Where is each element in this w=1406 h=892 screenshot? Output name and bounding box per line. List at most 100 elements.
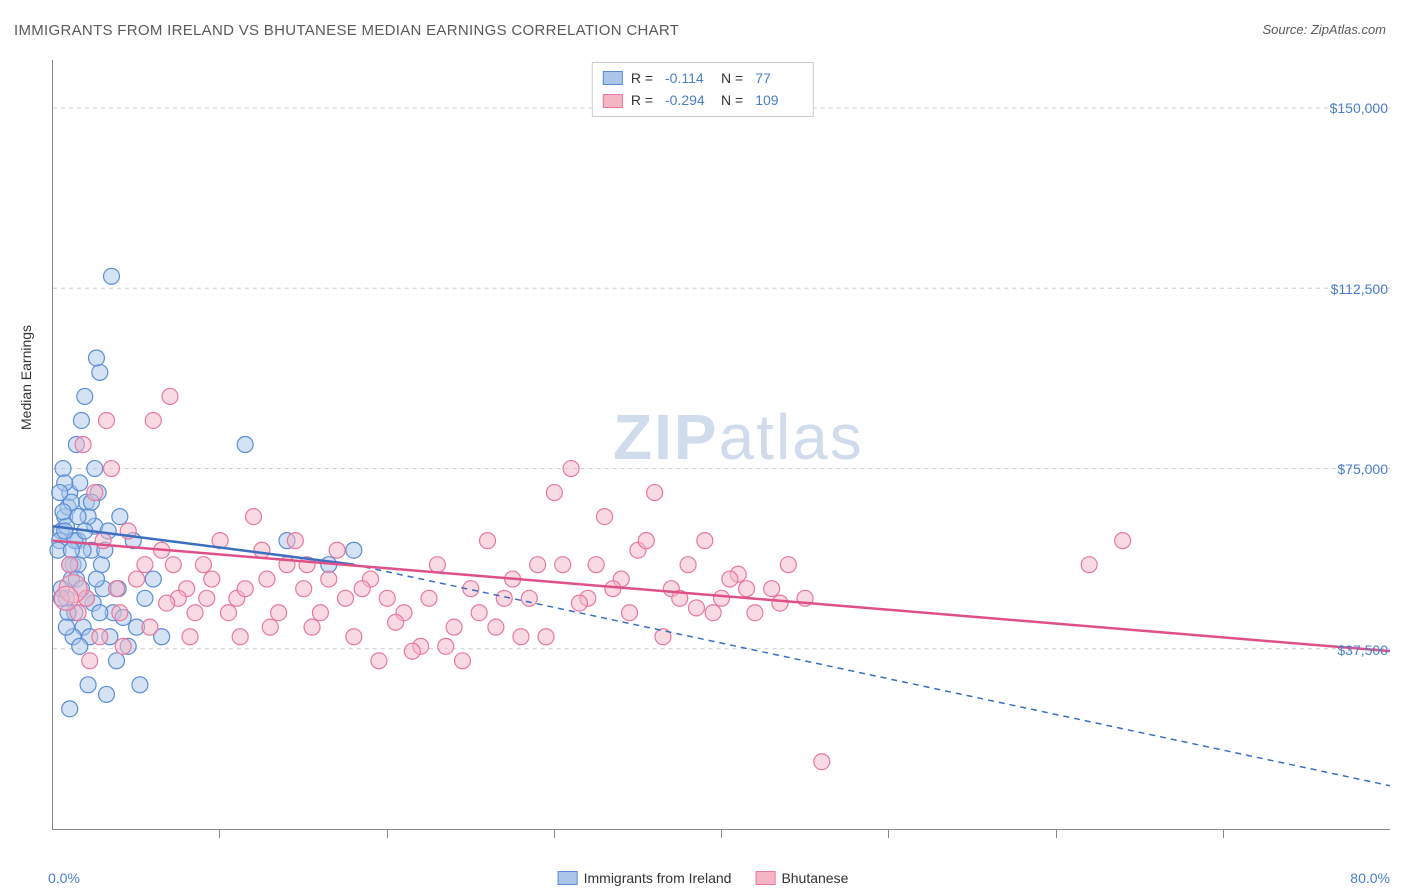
data-point xyxy=(77,388,93,404)
data-point xyxy=(563,461,579,477)
data-point xyxy=(329,542,345,558)
r-value-ireland: -0.114 xyxy=(665,67,713,89)
data-point xyxy=(92,364,108,380)
data-point xyxy=(187,605,203,621)
data-point xyxy=(697,533,713,549)
data-point xyxy=(304,619,320,635)
data-point xyxy=(337,590,353,606)
data-point xyxy=(112,605,128,621)
data-point xyxy=(80,677,96,693)
data-point xyxy=(204,571,220,587)
data-point xyxy=(296,581,312,597)
correlation-row-bhutanese: R = -0.294 N = 109 xyxy=(603,89,803,111)
data-point xyxy=(70,509,86,525)
legend-label-ireland: Immigrants from Ireland xyxy=(584,870,732,886)
data-point xyxy=(98,686,114,702)
series-legend: Immigrants from Ireland Bhutanese xyxy=(558,870,849,886)
data-point xyxy=(714,590,730,606)
data-point xyxy=(521,590,537,606)
r-label: R = xyxy=(631,89,653,111)
data-point xyxy=(764,581,780,597)
y-tick-label: $150,000 xyxy=(1330,100,1388,116)
data-point xyxy=(93,557,109,573)
data-point xyxy=(312,605,328,621)
data-point xyxy=(54,586,78,610)
data-point xyxy=(88,571,104,587)
chart-container: IMMIGRANTS FROM IRELAND VS BHUTANESE MED… xyxy=(0,0,1406,892)
correlation-row-ireland: R = -0.114 N = 77 xyxy=(603,67,803,89)
n-value-bhutanese: 109 xyxy=(755,89,803,111)
data-point xyxy=(55,461,71,477)
data-point xyxy=(137,590,153,606)
n-value-ireland: 77 xyxy=(755,67,803,89)
data-point xyxy=(480,533,496,549)
x-tick-mark xyxy=(387,830,388,838)
data-point xyxy=(220,605,236,621)
data-point xyxy=(55,504,71,520)
swatch-ireland xyxy=(603,71,623,85)
data-point xyxy=(82,653,98,669)
data-point xyxy=(259,571,275,587)
data-point xyxy=(597,509,613,525)
data-point xyxy=(388,614,404,630)
data-point xyxy=(162,388,178,404)
data-point xyxy=(647,485,663,501)
y-tick-label: $75,000 xyxy=(1337,461,1388,477)
data-point xyxy=(772,595,788,611)
y-tick-label: $112,500 xyxy=(1331,281,1388,297)
data-point xyxy=(739,581,755,597)
data-point xyxy=(159,595,175,611)
x-tick-mark xyxy=(1056,830,1057,838)
data-point xyxy=(87,461,103,477)
data-point xyxy=(1081,557,1097,573)
data-point xyxy=(262,619,278,635)
n-label: N = xyxy=(721,89,743,111)
correlation-legend: R = -0.114 N = 77 R = -0.294 N = 109 xyxy=(592,62,814,117)
data-point xyxy=(346,542,362,558)
data-point xyxy=(429,557,445,573)
data-point xyxy=(254,542,270,558)
legend-item-bhutanese: Bhutanese xyxy=(755,870,848,886)
data-point xyxy=(488,619,504,635)
y-tick-label: $37,500 xyxy=(1337,642,1388,658)
data-point xyxy=(354,581,370,597)
data-point xyxy=(145,412,161,428)
data-point xyxy=(404,643,420,659)
r-label: R = xyxy=(631,67,653,89)
data-point xyxy=(538,629,554,645)
data-point xyxy=(680,557,696,573)
data-point xyxy=(92,629,108,645)
data-point xyxy=(688,600,704,616)
legend-swatch-bhutanese xyxy=(755,871,775,885)
source-attribution: Source: ZipAtlas.com xyxy=(1262,22,1386,37)
data-point xyxy=(57,523,73,539)
trend-line xyxy=(53,541,1390,652)
data-point xyxy=(142,619,158,635)
data-point xyxy=(103,268,119,284)
data-point xyxy=(52,485,68,501)
data-point xyxy=(165,557,181,573)
data-point xyxy=(379,590,395,606)
data-point xyxy=(705,605,721,621)
data-point xyxy=(237,437,253,453)
data-point xyxy=(195,557,211,573)
data-point xyxy=(109,581,125,597)
data-point xyxy=(546,485,562,501)
data-point xyxy=(1115,533,1131,549)
data-point xyxy=(747,605,763,621)
x-tick-mark xyxy=(1223,830,1224,838)
data-point xyxy=(129,571,145,587)
swatch-bhutanese xyxy=(603,94,623,108)
data-point xyxy=(605,581,621,597)
data-point xyxy=(87,485,103,501)
trend-line-extrapolated xyxy=(354,565,1390,786)
legend-swatch-ireland xyxy=(558,871,578,885)
data-point xyxy=(109,653,125,669)
plot-area: ZIPatlas xyxy=(52,60,1390,830)
data-point xyxy=(88,350,104,366)
data-point xyxy=(271,605,287,621)
data-point xyxy=(246,509,262,525)
data-point xyxy=(321,571,337,587)
data-point xyxy=(638,533,654,549)
chart-title: IMMIGRANTS FROM IRELAND VS BHUTANESE MED… xyxy=(14,22,679,39)
